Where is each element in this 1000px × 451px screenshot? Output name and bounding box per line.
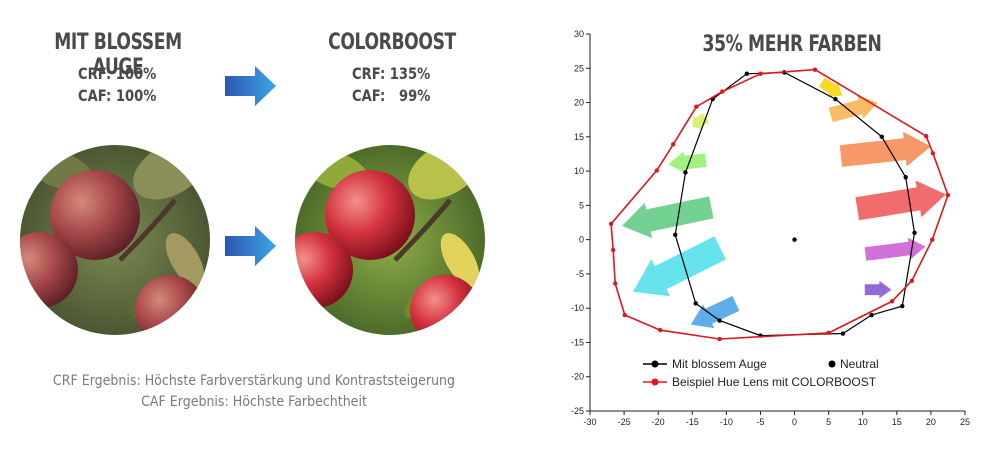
photo-comparison (20, 66, 485, 335)
data-point (717, 318, 722, 323)
data-point (608, 221, 614, 227)
data-point (658, 327, 663, 333)
data-point (840, 331, 846, 336)
x-tick-label: -5 (756, 417, 764, 427)
hue-shift-arrow (828, 95, 878, 123)
hue-shift-arrow (633, 236, 726, 297)
data-point (654, 168, 660, 173)
after-crf: CRF: 135% (352, 64, 431, 83)
x-tick-label: -20 (652, 417, 665, 427)
x-tick-label: 15 (892, 417, 902, 427)
legend-label: Beispiel Hue Lens mit COLORBOOST (672, 375, 877, 389)
hue-shift-arrow (839, 131, 931, 167)
apple-photo-natural (20, 145, 210, 335)
data-point (945, 192, 951, 198)
x-tick-label: -25 (618, 417, 631, 427)
y-tick-label: -20 (571, 372, 584, 382)
y-tick-label: 0 (579, 235, 584, 245)
before-caf: CAF: 100% (78, 86, 157, 105)
before-title: MIT BLOSSEM AUGE (54, 30, 182, 80)
data-point (833, 96, 838, 102)
y-tick-label: 15 (574, 132, 584, 142)
hue-shift-arrow (622, 196, 714, 239)
y-tick-label: -15 (571, 337, 584, 347)
data-point (889, 299, 895, 304)
data-point (610, 247, 616, 253)
series-line (610, 68, 949, 340)
hue-shift-arrow (855, 180, 946, 221)
hue-shift-arrow (690, 296, 740, 329)
legend-marker (828, 360, 836, 368)
data-point (826, 330, 831, 336)
neutral-point (792, 237, 797, 242)
x-tick-label: 10 (858, 417, 868, 427)
after-caf: CAF: 99% (352, 86, 431, 105)
before-crf: CRF: 100% (78, 64, 157, 83)
arrow-right-icon (225, 66, 276, 106)
data-point (930, 151, 936, 156)
data-point (923, 133, 929, 139)
data-point (693, 301, 698, 306)
y-tick-label: -5 (576, 269, 584, 279)
caption-caf: CAF Ergebnis: Höchste Farbechtheit (141, 394, 367, 410)
hue-shift-arrow (864, 237, 926, 261)
data-point (879, 134, 885, 140)
hue-chart: -30 -25 -20 -15 -10 -5 0 5 10 15 20 25302520151050-… (571, 29, 970, 427)
data-point (613, 281, 618, 286)
legend-label: Neutral (840, 357, 879, 371)
y-tick-label: 10 (574, 166, 584, 176)
legend-label: Mit blossem Auge (672, 357, 767, 371)
x-tick-label: -15 (686, 417, 699, 427)
chart-title: 35% MEHR FARBEN (702, 32, 882, 57)
hue-shift-arrow (668, 151, 707, 174)
legend-marker (651, 378, 659, 386)
data-point (670, 142, 676, 147)
data-point (717, 336, 722, 342)
y-tick-label: 25 (574, 63, 584, 73)
x-tick-label: -10 (720, 417, 733, 427)
x-tick-label: 25 (960, 417, 970, 427)
data-point (812, 67, 818, 72)
arrow-right-icon (225, 226, 276, 266)
data-point (869, 312, 874, 318)
data-point (694, 104, 699, 109)
data-point (909, 278, 915, 283)
series-line (674, 71, 916, 337)
hue-shift-arrow (818, 77, 843, 97)
data-point (622, 312, 627, 318)
data-point (758, 71, 763, 76)
data-point (912, 230, 917, 235)
y-tick-label: 30 (574, 29, 584, 39)
data-point (683, 170, 688, 175)
legend-marker (651, 360, 659, 368)
data-point (930, 237, 935, 242)
hue-shift-arrow (692, 113, 709, 130)
y-tick-label: 20 (574, 98, 584, 108)
after-title: COLORBOOST (328, 30, 456, 55)
hue-shift-arrow (864, 280, 892, 299)
x-tick-label: 20 (926, 417, 936, 427)
x-tick-label: -30 (583, 417, 596, 427)
data-point (744, 71, 750, 76)
data-point (900, 303, 905, 309)
data-point (903, 175, 908, 180)
y-tick-label: -10 (571, 303, 584, 313)
data-point (673, 232, 678, 238)
x-tick-label: 0 (792, 417, 797, 427)
x-tick-label: 5 (826, 417, 831, 427)
y-tick-label: 5 (579, 200, 584, 210)
caption-crf: CRF Ergebnis: Höchste Farbverstärkung un… (52, 373, 456, 389)
y-tick-label: -25 (571, 406, 584, 416)
apple-photo-boosted (295, 145, 485, 335)
data-point (720, 89, 725, 94)
